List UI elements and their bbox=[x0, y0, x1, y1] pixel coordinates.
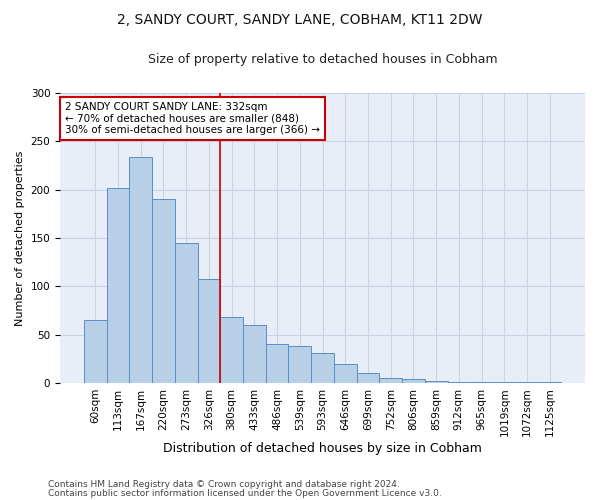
Bar bbox=[356, 373, 379, 383]
Bar bbox=[220, 317, 243, 383]
Bar bbox=[152, 200, 175, 383]
Bar bbox=[448, 382, 470, 383]
Bar bbox=[266, 344, 289, 383]
Bar bbox=[243, 325, 266, 383]
Bar bbox=[175, 243, 197, 383]
Bar bbox=[379, 378, 402, 383]
Bar bbox=[311, 353, 334, 383]
Bar bbox=[402, 379, 425, 383]
Text: Contains HM Land Registry data © Crown copyright and database right 2024.: Contains HM Land Registry data © Crown c… bbox=[48, 480, 400, 489]
Bar bbox=[334, 364, 356, 383]
X-axis label: Distribution of detached houses by size in Cobham: Distribution of detached houses by size … bbox=[163, 442, 482, 455]
Title: Size of property relative to detached houses in Cobham: Size of property relative to detached ho… bbox=[148, 52, 497, 66]
Bar bbox=[515, 382, 538, 383]
Text: Contains public sector information licensed under the Open Government Licence v3: Contains public sector information licen… bbox=[48, 488, 442, 498]
Text: 2, SANDY COURT, SANDY LANE, COBHAM, KT11 2DW: 2, SANDY COURT, SANDY LANE, COBHAM, KT11… bbox=[117, 12, 483, 26]
Bar bbox=[197, 278, 220, 383]
Bar bbox=[470, 382, 493, 383]
Bar bbox=[130, 157, 152, 383]
Bar bbox=[538, 382, 561, 383]
Bar bbox=[425, 381, 448, 383]
Y-axis label: Number of detached properties: Number of detached properties bbox=[15, 150, 25, 326]
Text: 2 SANDY COURT SANDY LANE: 332sqm
← 70% of detached houses are smaller (848)
30% : 2 SANDY COURT SANDY LANE: 332sqm ← 70% o… bbox=[65, 102, 320, 135]
Bar bbox=[493, 382, 515, 383]
Bar bbox=[289, 346, 311, 383]
Bar bbox=[107, 188, 130, 383]
Bar bbox=[84, 320, 107, 383]
